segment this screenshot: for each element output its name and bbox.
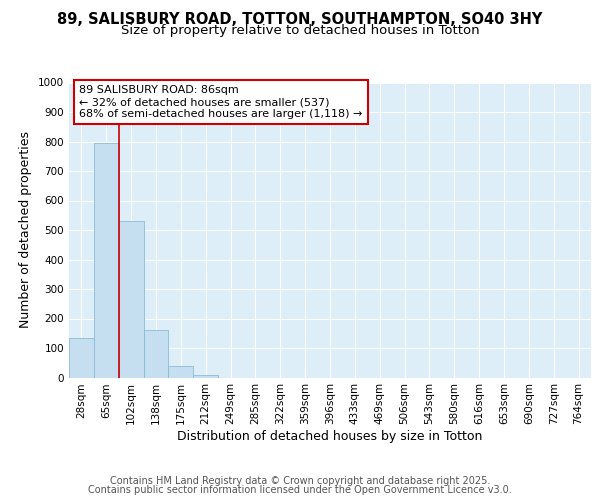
Text: Contains public sector information licensed under the Open Government Licence v3: Contains public sector information licen…: [88, 485, 512, 495]
Bar: [69, 338, 94, 378]
Y-axis label: Number of detached properties: Number of detached properties: [19, 132, 32, 328]
X-axis label: Distribution of detached houses by size in Totton: Distribution of detached houses by size …: [178, 430, 482, 443]
Bar: [169, 366, 193, 378]
Bar: [119, 221, 143, 378]
Bar: [94, 143, 119, 378]
Bar: [143, 330, 169, 378]
Text: 89, SALISBURY ROAD, TOTTON, SOUTHAMPTON, SO40 3HY: 89, SALISBURY ROAD, TOTTON, SOUTHAMPTON,…: [58, 12, 542, 28]
Bar: [193, 375, 218, 378]
Text: Contains HM Land Registry data © Crown copyright and database right 2025.: Contains HM Land Registry data © Crown c…: [110, 476, 490, 486]
Text: Size of property relative to detached houses in Totton: Size of property relative to detached ho…: [121, 24, 479, 37]
Text: 89 SALISBURY ROAD: 86sqm
← 32% of detached houses are smaller (537)
68% of semi-: 89 SALISBURY ROAD: 86sqm ← 32% of detach…: [79, 86, 363, 118]
